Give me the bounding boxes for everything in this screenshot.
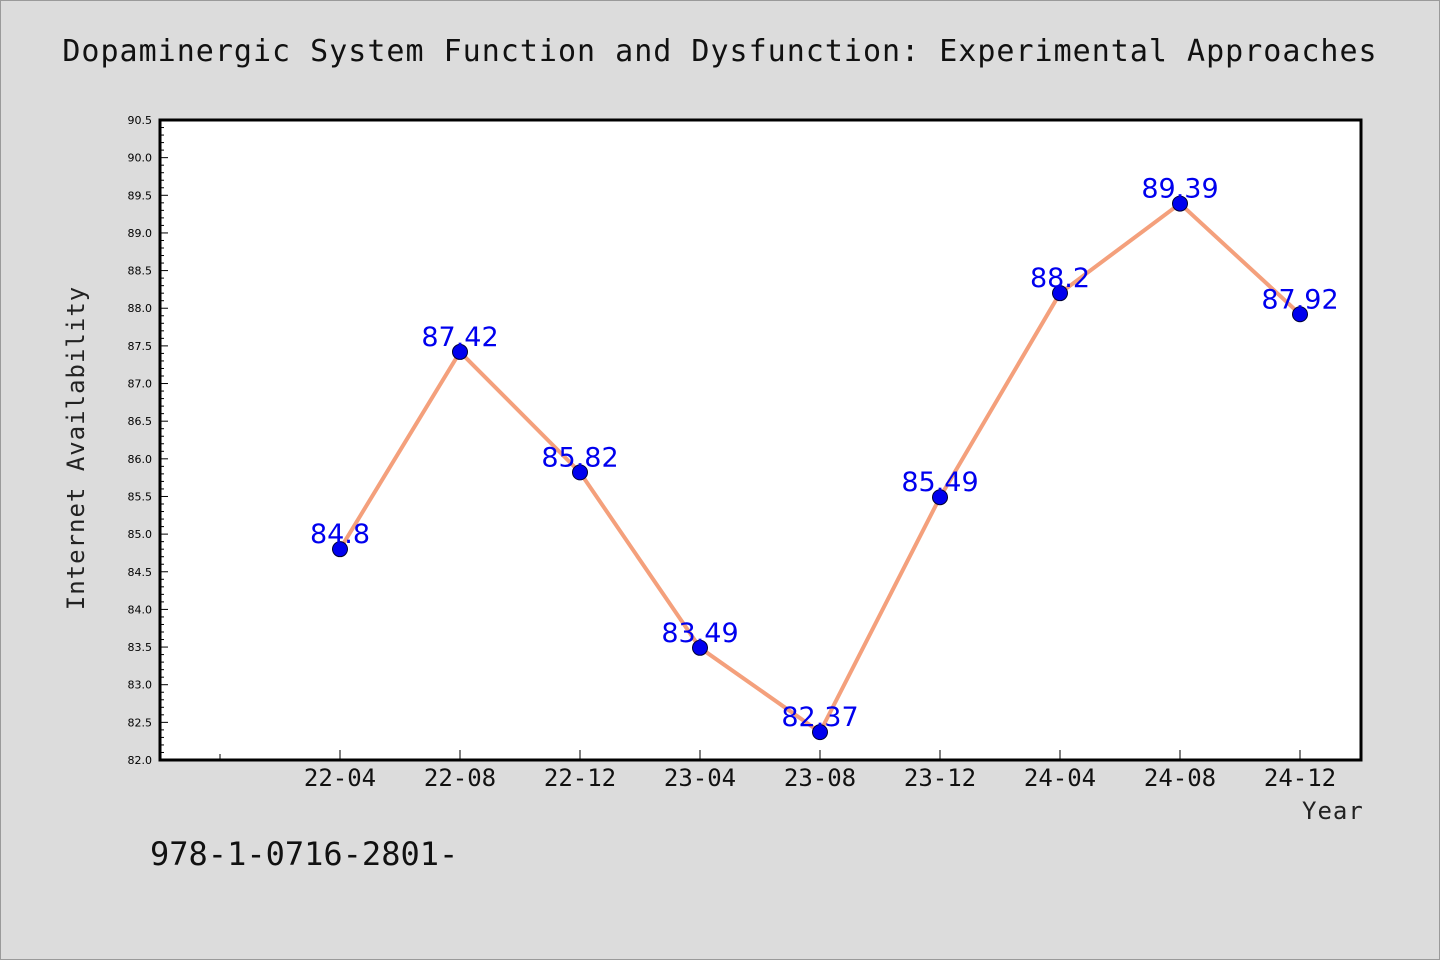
data-point — [452, 343, 468, 360]
data-label: 87.42 — [421, 322, 498, 353]
x-tick-label: 22-08 — [424, 764, 496, 792]
x-tick-label: 24-08 — [1144, 764, 1216, 792]
y-tick-label: 89.5 — [128, 189, 153, 202]
data-label: 84.8 — [310, 519, 370, 550]
y-tick-label: 83.5 — [128, 641, 153, 654]
y-tick-label: 84.0 — [128, 603, 153, 616]
data-point — [1172, 195, 1188, 212]
y-tick-label: 87.5 — [128, 340, 153, 353]
data-point — [692, 639, 708, 656]
x-tick-label: 22-12 — [544, 764, 616, 792]
plot-frame — [158, 118, 1363, 762]
data-label: 87.92 — [1261, 284, 1338, 315]
y-tick-label: 86.0 — [128, 453, 153, 466]
y-tick-label: 88.5 — [128, 265, 153, 278]
data-label: 83.49 — [661, 618, 738, 649]
x-tick-label: 22-04 — [304, 764, 376, 792]
data-point — [1292, 306, 1308, 323]
y-tick-label: 88.0 — [128, 302, 153, 315]
data-label: 85.49 — [901, 467, 978, 498]
x-tick-label: 23-04 — [664, 764, 736, 792]
x-axis-label: Year — [1302, 797, 1364, 825]
data-label: 88.2 — [1030, 263, 1090, 294]
chart-title: Dopaminergic System Function and Dysfunc… — [62, 34, 1378, 69]
data-point — [332, 541, 348, 558]
y-tick-label: 83.0 — [128, 679, 153, 692]
y-tick-label: 90.5 — [128, 114, 153, 127]
y-tick-label: 82.0 — [128, 754, 153, 767]
data-point — [812, 724, 828, 741]
y-tick-label: 82.5 — [128, 716, 153, 729]
footnote-text: 978-1-0716-2801- — [150, 835, 459, 873]
x-tick-label: 23-12 — [904, 764, 976, 792]
data-point — [932, 489, 948, 506]
plot-area — [160, 120, 1361, 760]
y-tick-label: 85.5 — [128, 490, 153, 503]
x-tick-label: 23-08 — [784, 764, 856, 792]
data-label: 89.39 — [1141, 174, 1218, 205]
y-tick-label: 86.5 — [128, 415, 153, 428]
x-tick-label: 24-12 — [1264, 764, 1336, 792]
y-tick-label: 87.0 — [128, 378, 153, 391]
y-tick-label: 89.0 — [128, 227, 153, 240]
data-label: 82.37 — [781, 702, 858, 733]
data-label: 85.82 — [541, 442, 618, 473]
y-tick-label: 85.0 — [128, 528, 153, 541]
y-tick-label: 84.5 — [128, 566, 153, 579]
x-tick-label: 24-04 — [1024, 764, 1096, 792]
y-tick-label: 90.0 — [128, 152, 153, 165]
data-point — [1052, 285, 1068, 302]
data-point — [572, 464, 588, 481]
